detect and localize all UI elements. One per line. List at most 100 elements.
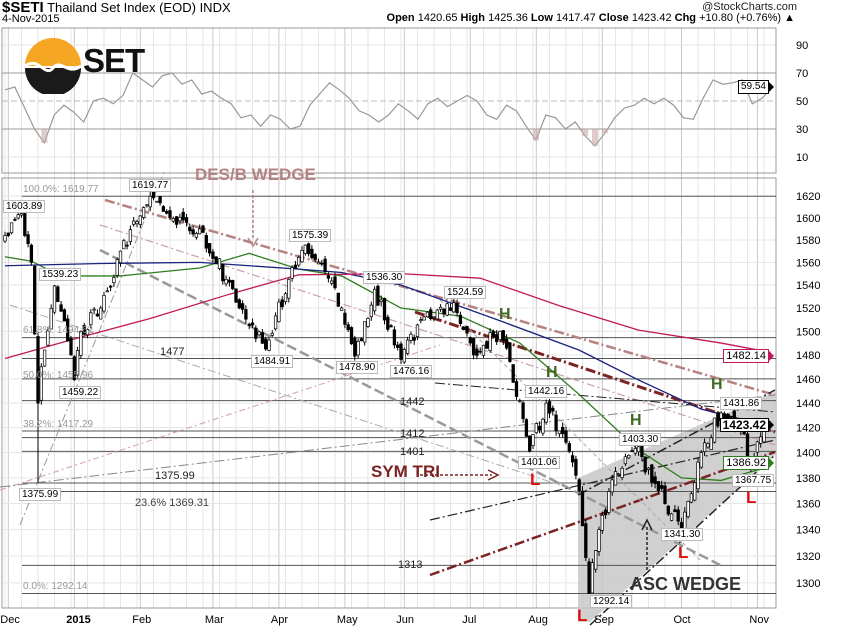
candle-down xyxy=(56,286,60,303)
price-label: 1478.90 xyxy=(336,361,379,374)
open-label: Open xyxy=(386,12,415,24)
rsi-panel xyxy=(4,72,773,147)
candle-down xyxy=(211,251,215,259)
candle-up xyxy=(135,221,139,225)
candle-up xyxy=(712,417,717,443)
candle-up xyxy=(693,482,697,501)
candle-up xyxy=(689,493,694,503)
candle-down xyxy=(244,309,248,320)
x-tick-label: Jul xyxy=(462,614,476,626)
candle-down xyxy=(729,415,733,418)
candle-down xyxy=(603,509,608,516)
candle-down xyxy=(108,285,113,288)
candle-down xyxy=(660,484,664,489)
candle-up xyxy=(290,267,294,279)
candle-up xyxy=(452,302,456,313)
x-tick-label: Feb xyxy=(132,614,151,626)
candle-down xyxy=(343,312,347,325)
candle-down xyxy=(501,330,505,341)
candle-down xyxy=(349,327,354,345)
candle-up xyxy=(438,306,443,310)
candle-down xyxy=(158,196,162,204)
y-tick-label: 1380 xyxy=(796,473,820,485)
candle-down xyxy=(554,414,558,432)
level-1375: 1375.99 xyxy=(155,470,195,482)
candle-down xyxy=(537,425,542,431)
candle-up xyxy=(366,317,370,327)
desb-arrow-head xyxy=(247,237,259,248)
candle-up xyxy=(709,437,713,450)
ohlc-readout: Open 1420.65 High 1425.36 Low 1417.47 Cl… xyxy=(387,12,795,24)
price-label: 1375.99 xyxy=(19,488,62,501)
candle-down xyxy=(188,226,192,232)
candle-up xyxy=(128,229,133,243)
candle-up xyxy=(122,240,126,250)
sym-tri-upper-line xyxy=(414,310,776,434)
price-label: 1401.06 xyxy=(518,456,561,469)
candle-up xyxy=(92,308,96,311)
candle-up xyxy=(145,204,149,207)
black-trend-line-2 xyxy=(434,382,776,413)
price-label: 1484.91 xyxy=(251,355,294,368)
y-tick-label: 1600 xyxy=(796,213,820,225)
candle-up xyxy=(669,513,674,521)
ma-green-marker: 1386.92 xyxy=(723,456,774,470)
x-tick-label: Mar xyxy=(205,614,224,626)
candle-up xyxy=(39,366,43,401)
candle-down xyxy=(478,350,482,353)
candle-down xyxy=(323,258,327,273)
low-marker: L xyxy=(577,606,588,625)
candle-down xyxy=(462,326,466,330)
candle-up xyxy=(425,311,430,318)
black-trend-line xyxy=(429,439,776,521)
candle-up xyxy=(372,288,377,312)
candle-down xyxy=(458,314,463,324)
candle-up xyxy=(402,349,406,363)
candle-up xyxy=(610,479,614,493)
candle-down xyxy=(234,288,238,303)
candle-up xyxy=(544,402,548,423)
candle-down xyxy=(580,490,585,527)
candle-down xyxy=(551,407,555,412)
candle-down xyxy=(293,264,298,269)
set-logo-text: SET xyxy=(83,42,145,79)
candle-down xyxy=(508,342,512,362)
y-tick-label: 1440 xyxy=(796,398,820,410)
candle-down xyxy=(584,523,588,558)
x-tick-label: 2015 xyxy=(66,614,90,626)
candle-down xyxy=(191,229,195,235)
candle-up xyxy=(283,293,288,302)
sym-tri-annotation: SYM TRI xyxy=(371,462,440,481)
candle-up xyxy=(267,339,271,351)
candle-down xyxy=(310,248,314,259)
candle-down xyxy=(448,307,453,311)
candle-down xyxy=(666,505,670,515)
candle-up xyxy=(277,301,281,323)
low-value: 1417.47 xyxy=(555,12,596,24)
candle-down xyxy=(673,509,677,513)
rsi-line xyxy=(4,72,773,147)
candle-down xyxy=(561,426,565,435)
price-label: 1575.39 xyxy=(289,229,332,242)
close-label: Close xyxy=(598,12,629,24)
candle-up xyxy=(531,434,535,447)
candle-up xyxy=(46,330,50,346)
candle-up xyxy=(171,218,175,222)
candle-down xyxy=(455,302,459,314)
x-tick-label: Dec xyxy=(0,614,20,626)
candle-down xyxy=(66,318,70,342)
candle-down xyxy=(36,336,40,404)
candle-up xyxy=(102,295,106,312)
candle-down xyxy=(231,280,235,290)
head-marker: H xyxy=(499,306,511,323)
copyright[interactable]: @StockCharts.com xyxy=(702,1,797,13)
candle-down xyxy=(570,455,575,463)
candle-down xyxy=(679,522,684,529)
candle-down xyxy=(676,509,680,522)
candle-up xyxy=(105,290,109,293)
candle-up xyxy=(627,454,631,459)
candle-up xyxy=(613,471,618,486)
candle-down xyxy=(399,343,403,360)
candle-up xyxy=(590,562,595,594)
y-tick-label: 1520 xyxy=(796,303,820,315)
